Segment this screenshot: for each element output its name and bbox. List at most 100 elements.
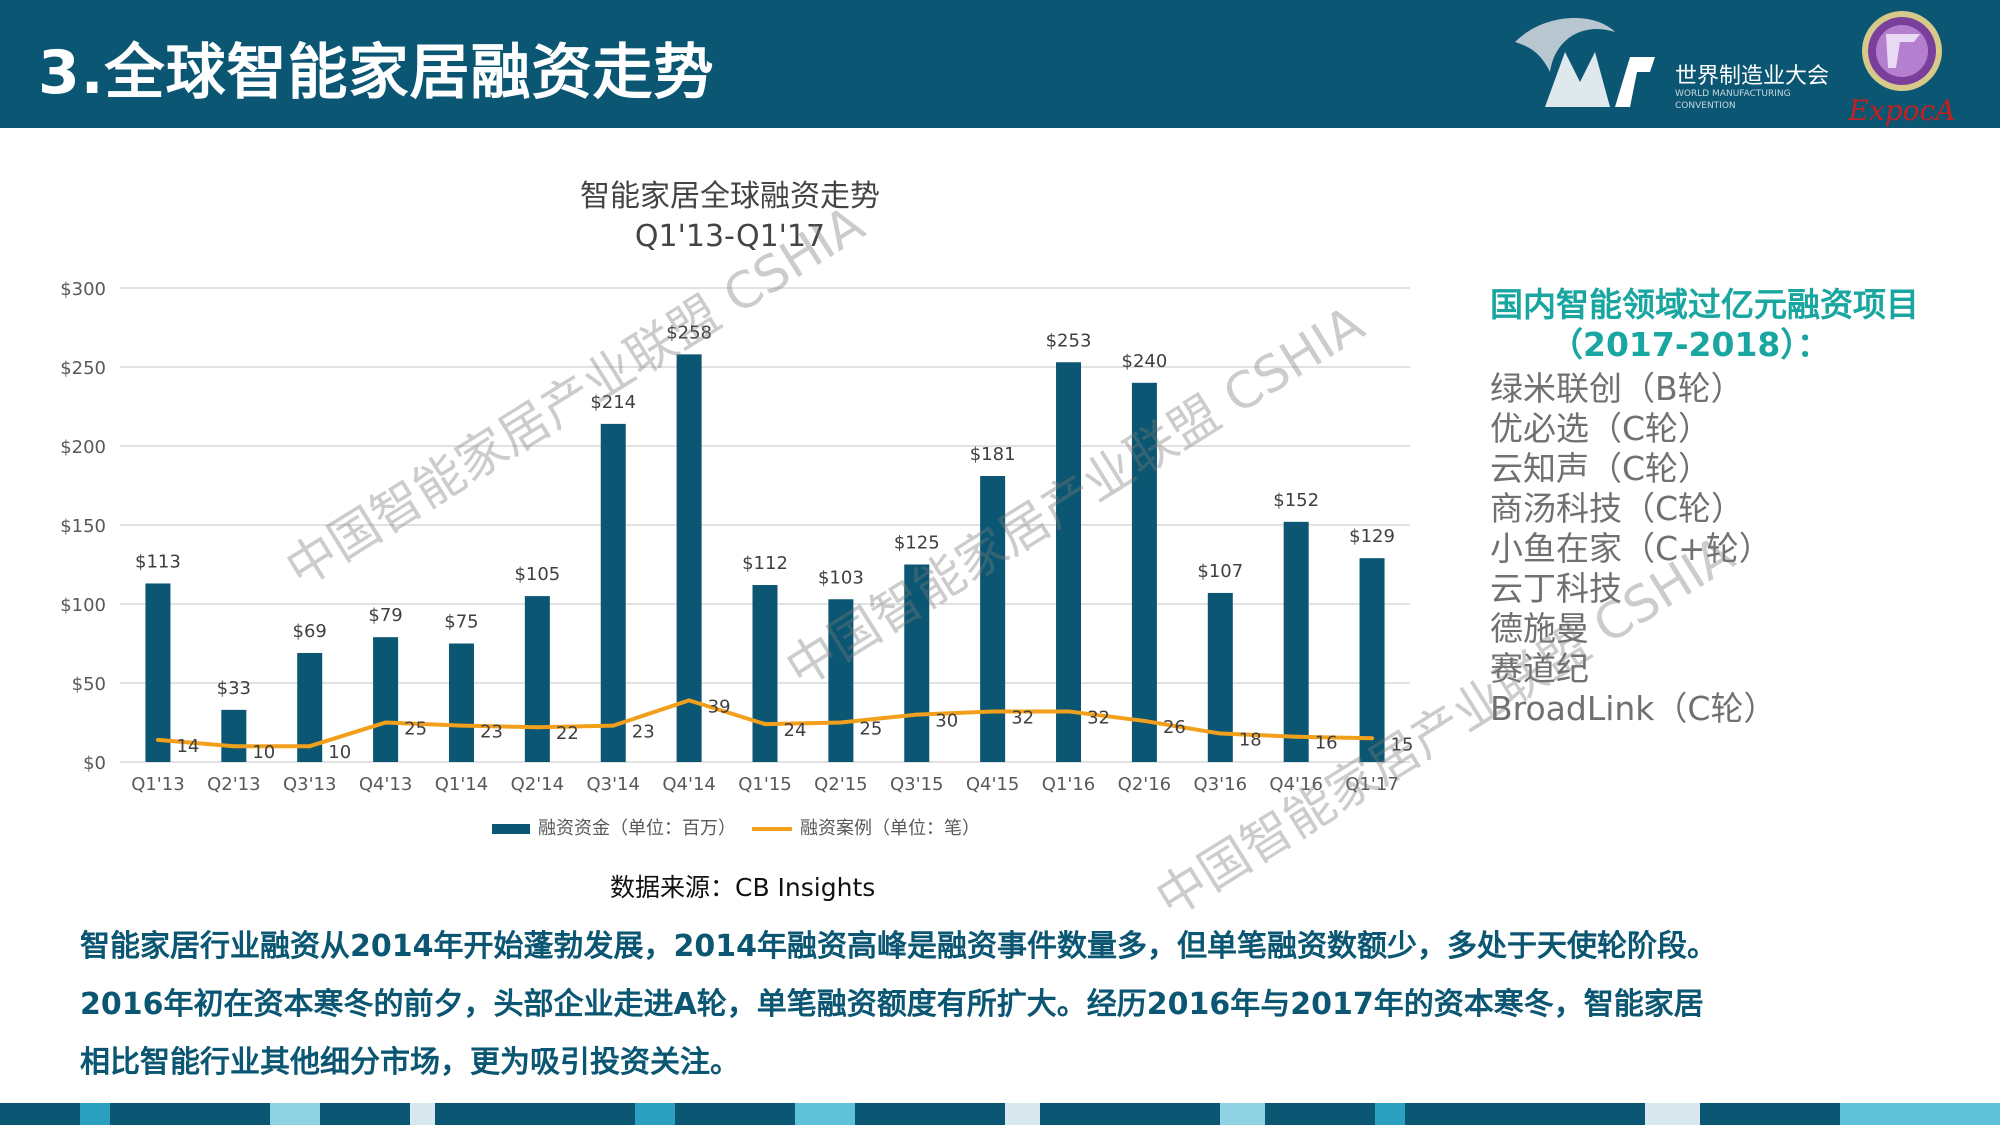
bar-data-label: $113: [135, 551, 181, 572]
chart-subtitle: Q1'13-Q1'17: [635, 219, 825, 254]
line-point: [914, 712, 919, 717]
y-tick-label: $300: [60, 279, 106, 300]
bar-data-label: $33: [217, 678, 251, 699]
funding-chart: 智能家居全球融资走势 Q1'13-Q1'17 $0 $50 $100 $150 $200…: [60, 179, 1414, 839]
bar-data-label: $103: [818, 567, 864, 588]
bar-series: [145, 354, 1385, 762]
line-point: [838, 720, 843, 725]
bar: [373, 637, 399, 762]
x-tick-label: Q4'15: [966, 774, 1019, 795]
line-point: [231, 744, 236, 749]
bar-data-label: $105: [514, 564, 560, 585]
bar: [600, 423, 626, 762]
page-title: 3.全球智能家居融资走势: [38, 38, 715, 108]
wmc-logo-en: WORLD MANUFACTURING CONVENTION: [1675, 89, 1791, 111]
wmc-logo-cn: 世界制造业大会: [1675, 64, 1830, 89]
x-tick-label: Q2'13: [207, 774, 260, 795]
footer-segment: [1040, 1103, 1220, 1125]
x-tick-label: Q3'15: [890, 774, 943, 795]
x-tick-label: Q2'14: [511, 774, 564, 795]
line-data-label: 26: [1163, 717, 1186, 738]
bar: [752, 585, 778, 762]
bar: [1283, 521, 1309, 762]
line-point: [535, 725, 540, 730]
line-point: [383, 720, 388, 725]
line-data-label: 30: [935, 711, 958, 732]
x-tick-label: Q4'16: [1269, 774, 1322, 795]
summary-text: 智能家居行业融资从2014年开始蓬勃发展，2014年融资高峰是融资事件数量多，但…: [80, 918, 1960, 1092]
side-panel: 国内智能领域过亿元融资项目 （2017-2018）： 绿米联创（B轮） 优必选（…: [1490, 285, 1970, 729]
x-axis-ticks: Q1'13 Q2'13 Q3'13 Q4'13 Q1'14 Q2'14 Q3'14 Q4'14…: [131, 774, 1399, 795]
footer-stripe: [0, 1103, 2000, 1125]
x-tick-label: Q1'15: [738, 774, 791, 795]
bar-data-label: $125: [894, 533, 940, 554]
data-source: 数据来源：CB Insights: [610, 873, 876, 902]
y-axis-ticks: $0 $50 $100 $150 $200 $250 $300: [60, 279, 106, 774]
footer-segment: [795, 1103, 855, 1125]
legend-label-bar: 融资资金（单位：百万）: [538, 818, 736, 839]
x-tick-label: Q3'14: [586, 774, 639, 795]
bar: [524, 596, 550, 762]
footer-segment: [1700, 1103, 1840, 1125]
bar-data-label: $240: [1122, 351, 1168, 372]
line-data-label: 10: [328, 742, 351, 763]
wmc-logo: 世界制造业大会 WORLD MANUFACTURING CONVENTION: [1505, 12, 1835, 116]
x-tick-label: Q1'16: [1042, 774, 1095, 795]
line-data-label: 16: [1315, 733, 1338, 754]
bar: [221, 709, 247, 762]
bar-data-label: $253: [1046, 330, 1092, 351]
x-tick-label: Q1'14: [435, 774, 488, 795]
chart-legend: 融资资金（单位：百万） 融资案例（单位：笔）: [492, 818, 980, 839]
bar: [676, 354, 702, 762]
list-item: 商汤科技（C轮）: [1490, 489, 1745, 528]
list-item: 云知声（C轮）: [1490, 449, 1712, 488]
line-data-label: 23: [632, 722, 655, 743]
bar-data-label: $129: [1349, 526, 1395, 547]
line-data-label: 32: [1011, 707, 1034, 728]
footer-segment: [1375, 1103, 1405, 1125]
bar-data-label: $112: [742, 553, 788, 574]
x-tick-label: Q4'14: [662, 774, 715, 795]
line-point: [611, 723, 616, 728]
footer-segment: [110, 1103, 270, 1125]
bar: [828, 599, 854, 762]
footer-segment: [675, 1103, 795, 1125]
chart-grid: [120, 287, 1410, 763]
line-data-label: 32: [1087, 707, 1110, 728]
line-data-label: 22: [556, 723, 579, 744]
line-point: [1066, 709, 1071, 714]
list-item: 德施曼: [1490, 609, 1589, 648]
footer-segment: [0, 1103, 80, 1125]
list-item: 绿米联创（B轮）: [1490, 369, 1744, 408]
side-heading-line1: 国内智能领域过亿元融资项目: [1490, 285, 1919, 324]
footer-segment: [635, 1103, 675, 1125]
x-tick-label: Q3'16: [1194, 774, 1247, 795]
line-data-label: 14: [176, 736, 199, 757]
summary-line: 智能家居行业融资从2014年开始蓬勃发展，2014年融资高峰是融资事件数量多，但…: [80, 929, 1717, 964]
list-item: 云丁科技: [1490, 569, 1622, 608]
x-tick-label: Q2'15: [814, 774, 867, 795]
list-item: 优必选（C轮）: [1490, 409, 1712, 448]
y-tick-label: $0: [83, 753, 106, 774]
line-data-label: 10: [252, 742, 275, 763]
wmc-logo-icon: [1515, 18, 1655, 107]
chart-title: 智能家居全球融资走势: [580, 179, 880, 214]
line-data-label: 15: [1391, 734, 1414, 755]
line-point: [687, 698, 692, 703]
line-point: [307, 744, 312, 749]
x-tick-label: Q1'13: [131, 774, 184, 795]
project-list: 绿米联创（B轮） 优必选（C轮） 云知声（C轮） 商汤科技（C轮） 小鱼在家（C…: [1490, 369, 1970, 729]
bar: [904, 564, 930, 762]
summary-line: 相比智能行业其他细分市场，更为吸引投资关注。: [80, 1045, 740, 1080]
bar-data-label: $69: [293, 621, 327, 642]
footer-segment: [320, 1103, 410, 1125]
line-point: [763, 722, 767, 727]
y-tick-label: $150: [60, 516, 106, 537]
bar: [1207, 592, 1233, 762]
bar: [1131, 382, 1157, 762]
footer-segment: [1645, 1103, 1700, 1125]
line-point: [1218, 731, 1223, 736]
bar-data-label: $258: [666, 322, 712, 343]
bar-data-label: $79: [368, 605, 402, 626]
footer-segment: [80, 1103, 110, 1125]
